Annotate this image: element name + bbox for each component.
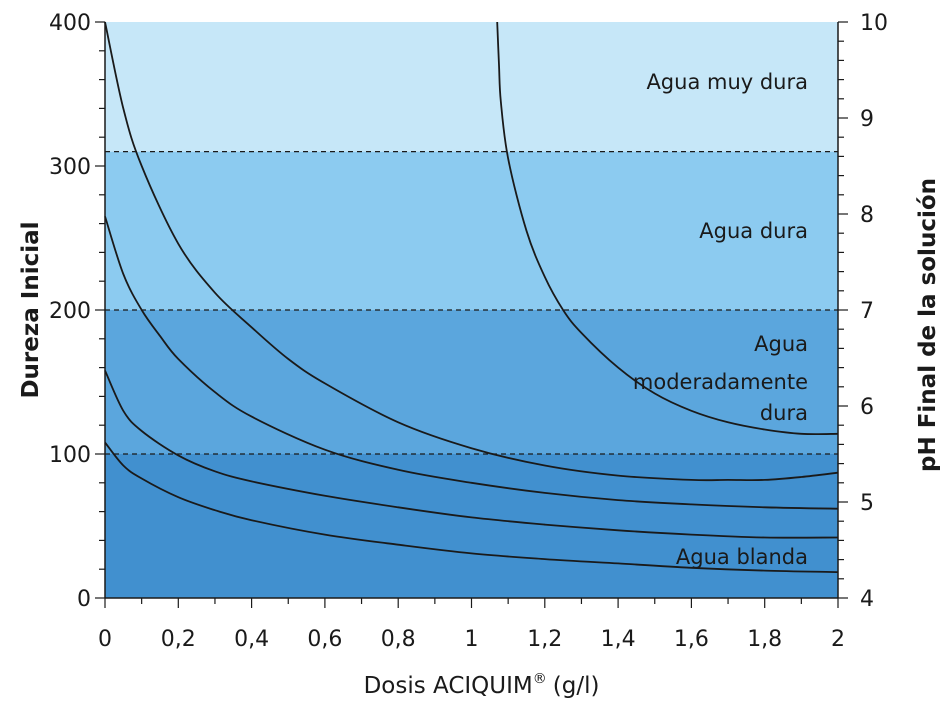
zone-3 xyxy=(105,22,838,152)
zone-label-1-0: Agua xyxy=(754,332,808,356)
y-right-tick-label: 5 xyxy=(860,491,874,516)
x-tick-label: 1,2 xyxy=(527,627,562,652)
zone-2 xyxy=(105,151,838,310)
zone-label-2-0: Agua dura xyxy=(699,219,808,243)
y-left-axis-title: Dureza Inicial xyxy=(18,221,44,398)
x-tick-label: 0,6 xyxy=(307,627,342,652)
y-left-tick-label: 300 xyxy=(49,155,91,180)
y-left-tick-label: 0 xyxy=(77,587,91,612)
series-curves xyxy=(104,21,839,573)
x-axis-title: Dosis ACIQUIM® (g/l) xyxy=(364,671,600,699)
series-line-4 xyxy=(496,21,839,436)
axes xyxy=(95,21,848,608)
y-right-tick-label: 6 xyxy=(860,395,874,420)
hardness-zones xyxy=(105,22,838,598)
x-axis-title-registered: ® xyxy=(533,671,547,687)
y-left-tick-label: 400 xyxy=(49,11,91,36)
y-right-tick-label: 4 xyxy=(860,587,874,612)
y-left-tick-label: 100 xyxy=(49,443,91,468)
x-tick-label: 0,8 xyxy=(381,627,416,652)
series-line-0 xyxy=(104,441,839,573)
x-tick-label: 1,4 xyxy=(601,627,636,652)
x-tick-label: 0 xyxy=(98,627,112,652)
zone-label-1-1: moderadamente xyxy=(633,370,808,394)
x-tick-label: 1 xyxy=(465,627,479,652)
x-axis-title-main: Dosis ACIQUIM xyxy=(364,673,533,699)
x-tick-label: 1,8 xyxy=(747,627,782,652)
zone-label-1-2: dura xyxy=(760,401,808,425)
zone-0 xyxy=(105,454,838,598)
series-line-1 xyxy=(104,370,839,539)
x-tick-label: 0,4 xyxy=(234,627,269,652)
zone-1 xyxy=(105,310,838,454)
y-right-tick-label: 10 xyxy=(860,11,888,36)
x-axis-title-unit: (g/l) xyxy=(553,673,600,699)
series-line-2 xyxy=(104,216,839,510)
y-left-tick-label: 200 xyxy=(49,299,91,324)
y-right-tick-label: 9 xyxy=(860,107,874,132)
y-right-tick-label: 7 xyxy=(860,299,874,324)
x-tick-label: 1,6 xyxy=(674,627,709,652)
y-right-tick-label: 8 xyxy=(860,203,874,228)
zone-label-3-0: Agua muy dura xyxy=(646,70,808,94)
series-line-3 xyxy=(104,21,839,482)
x-tick-label: 0,2 xyxy=(161,627,196,652)
x-tick-label: 2 xyxy=(831,627,845,652)
zone-label-0-0: Agua blanda xyxy=(676,545,808,569)
y-right-axis-title: pH Final de la solución xyxy=(915,178,940,472)
